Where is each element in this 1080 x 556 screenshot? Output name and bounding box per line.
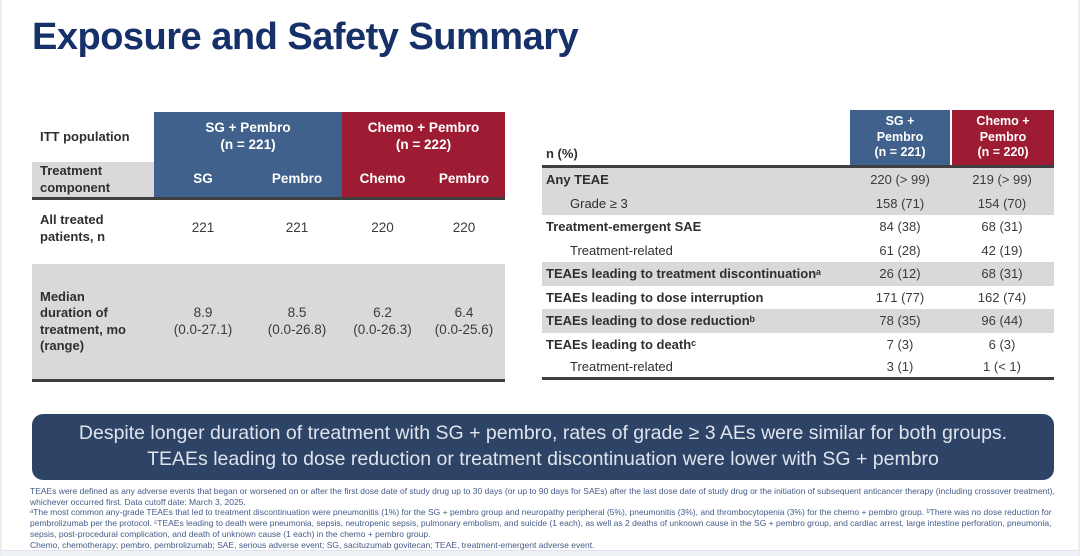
median-value: 6.4 — [454, 304, 474, 320]
col-sg: SG — [154, 162, 252, 197]
all-treated-label: All treated patients, n — [40, 212, 106, 244]
row-value-chemo: 68 (31) — [981, 266, 1023, 282]
median-duration-label: Median duration of treatment, mo (range) — [40, 289, 126, 353]
col-chemo: Chemo — [342, 162, 423, 197]
row-label: TEAEs leading to dose interruption — [546, 289, 764, 305]
table-row: TEAEs leading to treatment discontinuati… — [542, 262, 1054, 286]
row-value-sg: 78 (35) — [879, 313, 921, 329]
footnote-line: Chemo, chemotherapy; pembro, pembrolizum… — [30, 539, 595, 550]
row-value-chemo: 162 (74) — [977, 289, 1027, 305]
table-row: TEAEs leading to dose reductionᵇ 78 (35)… — [542, 309, 1054, 333]
row-value-chemo: 154 (70) — [977, 195, 1027, 211]
treatment-component-row: Treatment component SG Pembro Chemo Pemb… — [32, 162, 505, 200]
row-value-sg: 220 (> 99) — [870, 172, 930, 188]
all-treated-value: 221 — [285, 220, 309, 236]
median-duration-value: 6.4 (0.0-25.6) — [423, 264, 505, 379]
row-value-chemo: 6 (3) — [988, 336, 1016, 352]
row-label: TEAEs leading to deathᶜ — [546, 336, 697, 352]
all-treated-row: All treated patients, n 221 221 220 220 — [32, 200, 505, 257]
row-value-sg: 61 (28) — [879, 242, 921, 258]
median-duration-value: 6.2 (0.0-26.3) — [342, 264, 423, 379]
table-row: Treatment-related 61 (28) 42 (19) — [542, 239, 1054, 263]
footnote-line: pembrolizumab per the protocol. ᶜTEAEs l… — [30, 518, 1052, 529]
row-label: TEAEs leading to dose reductionᵇ — [546, 313, 755, 329]
row-value-sg: 7 (3) — [886, 336, 914, 352]
median-duration-value: 8.9 (0.0-27.1) — [154, 264, 252, 379]
row-label: TEAEs leading to treatment discontinuati… — [546, 266, 822, 282]
slide-bottom-edge — [2, 550, 1078, 556]
col-pembro-1: Pembro — [252, 162, 342, 197]
all-treated-value: 221 — [191, 220, 215, 236]
median-duration-value: 8.5 (0.0-26.8) — [252, 264, 342, 379]
row-label: Treatment-emergent SAE — [546, 219, 702, 235]
page-title: Exposure and Safety Summary — [32, 16, 579, 58]
footnote-line: sepsis, post-procedural complication, an… — [30, 528, 431, 539]
median-value: 6.2 — [373, 304, 392, 320]
median-range: (0.0-26.3) — [353, 321, 412, 337]
median-range: (0.0-26.8) — [267, 321, 327, 337]
sg-pembro-column-header: SG + Pembro (n = 221) — [850, 110, 950, 165]
exposure-header-row: ITT population SG + Pembro (n = 221) Che… — [32, 112, 505, 162]
footnote-line: ᵃThe most common any-grade TEAEs that le… — [30, 507, 1052, 518]
treatment-component-label: Treatment component — [32, 162, 154, 197]
all-treated-value: 220 — [452, 220, 476, 236]
exposure-table: ITT population SG + Pembro (n = 221) Che… — [32, 112, 505, 382]
row-value-chemo: 219 (> 99) — [972, 172, 1032, 188]
row-value-chemo: 96 (44) — [981, 313, 1023, 329]
chemo-pembro-group-header: Chemo + Pembro (n = 222) — [342, 112, 505, 162]
median-value: 8.9 — [193, 304, 213, 320]
summary-callout: Despite longer duration of treatment wit… — [32, 414, 1054, 480]
row-label: Any TEAE — [546, 172, 609, 188]
chemo-pembro-column-header: Chemo + Pembro (n = 220) — [950, 110, 1054, 165]
row-value-sg: 26 (12) — [879, 266, 921, 282]
col-pembro-2: Pembro — [423, 162, 505, 197]
row-value-sg: 171 (77) — [875, 289, 925, 305]
footnotes: TEAEs were defined as any adverse events… — [30, 486, 1070, 550]
row-value-sg: 84 (38) — [879, 219, 921, 235]
row-value-chemo: 68 (31) — [981, 219, 1023, 235]
row-value-chemo: 42 (19) — [981, 242, 1023, 258]
all-treated-value: 220 — [371, 220, 394, 236]
row-gap — [32, 257, 505, 264]
row-value-sg: 158 (71) — [875, 195, 925, 211]
table-row: Any TEAE 220 (> 99) 219 (> 99) — [542, 168, 1054, 192]
row-value-sg: 3 (1) — [886, 358, 914, 374]
row-value-chemo: 1 (< 1) — [983, 358, 1021, 374]
table-row: Grade ≥ 3 158 (71) 154 (70) — [542, 191, 1054, 215]
itt-population-label: ITT population — [40, 128, 130, 144]
median-value: 8.5 — [287, 304, 307, 320]
safety-header-row: n (%) SG + Pembro (n = 221) Chemo + Pemb… — [542, 110, 1054, 168]
sg-pembro-group-header: SG + Pembro (n = 221) — [154, 112, 342, 162]
row-label: Treatment-related — [570, 242, 673, 258]
median-duration-row: Median duration of treatment, mo (range)… — [32, 264, 505, 382]
table-row: TEAEs leading to deathᶜ 7 (3) 6 (3) — [542, 333, 1054, 357]
summary-text: Despite longer duration of treatment wit… — [78, 422, 1008, 470]
table-row: TEAEs leading to dose interruption 171 (… — [542, 286, 1054, 310]
footnote-line: TEAEs were defined as any adverse events… — [30, 486, 1055, 496]
n-percent-label: n (%) — [546, 146, 578, 161]
footnote-line: whichever occurred first. Data cutoff da… — [30, 496, 246, 507]
safety-table: n (%) SG + Pembro (n = 221) Chemo + Pemb… — [542, 110, 1054, 380]
table-row: Treatment-emergent SAE 84 (38) 68 (31) — [542, 215, 1054, 239]
median-range: (0.0-25.6) — [434, 321, 494, 337]
row-label: Treatment-related — [570, 358, 673, 374]
median-range: (0.0-27.1) — [173, 321, 233, 337]
table-row: Treatment-related 3 (1) 1 (< 1) — [542, 356, 1054, 380]
row-label: Grade ≥ 3 — [570, 195, 628, 211]
